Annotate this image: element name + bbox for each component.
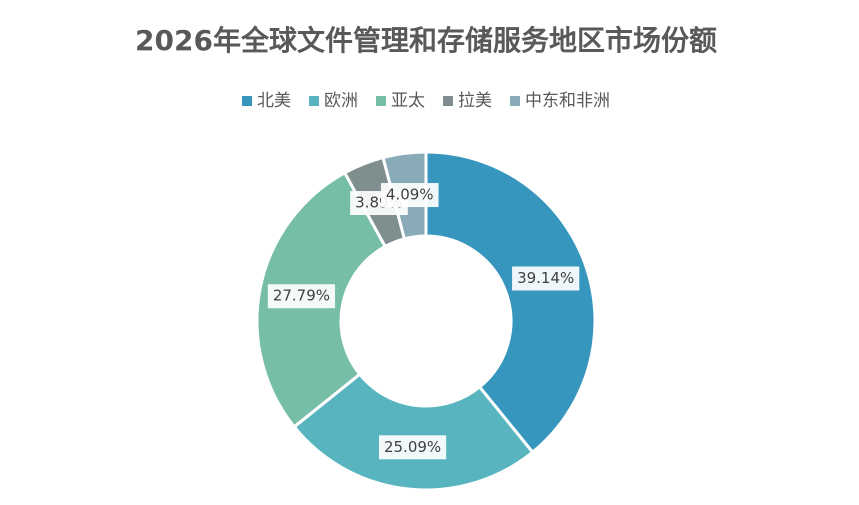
data-label: 39.14% [512,266,580,291]
data-label-box [267,284,336,309]
data-label-text: 39.14% [517,269,574,287]
legend-swatch [376,96,386,106]
data-label: 27.79% [267,284,336,309]
legend-label: 拉美 [458,91,492,111]
data-label-box [378,435,447,460]
data-label-box [512,266,580,291]
data-label-box [380,183,439,208]
donut-slice [424,150,597,455]
donut-slice [292,372,535,492]
chart-title: 2026年全球文件管理和存储服务地区市场份额 [135,24,717,57]
data-label-text: 4.09% [386,186,434,204]
legend-swatch [309,96,319,106]
data-label: 25.09% [378,435,447,460]
legend-swatch [443,96,453,106]
legend-label: 亚太 [391,91,425,111]
legend-swatch [242,96,252,106]
data-label-text: 27.79% [273,287,330,305]
legend-swatch [510,96,520,106]
legend: 北美 欧洲 亚太 拉美 中东和非洲 [242,91,610,111]
data-label-text: 25.09% [384,438,441,456]
legend-label: 中东和非洲 [525,91,610,111]
legend-label: 北美 [257,91,291,111]
legend-label: 欧洲 [324,91,358,111]
data-label: 4.09% [380,183,439,208]
